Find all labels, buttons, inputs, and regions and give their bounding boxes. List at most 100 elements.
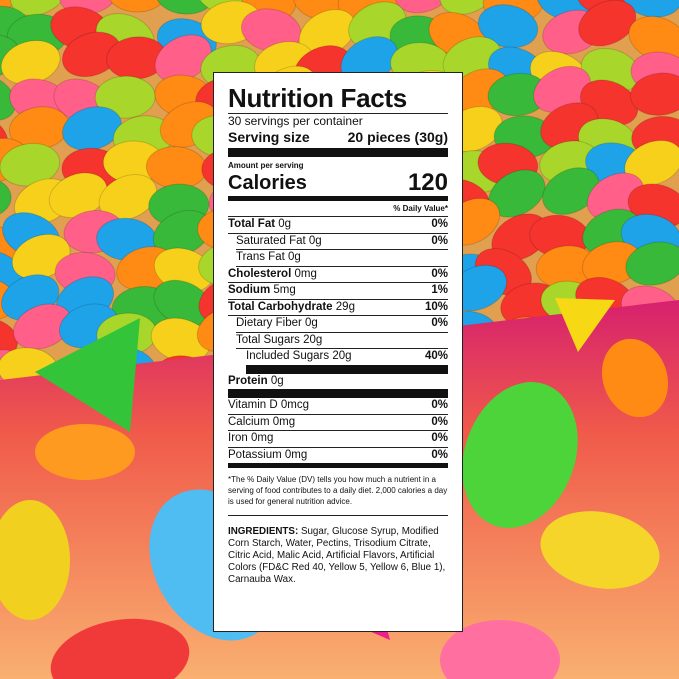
nutrient-name: Total Fat (228, 218, 276, 230)
nutrient-amount: 0g (287, 251, 301, 263)
jelly-bean (440, 620, 560, 679)
serving-size-value: 20 pieces (30g) (347, 129, 448, 145)
jelly-bean (11, 233, 71, 280)
nutrient-row: Dietary Fiber 0g 0% (236, 316, 448, 333)
nutrient-name: Total Sugars (236, 333, 300, 346)
nutrient-row: Total Fat 0g 0% (228, 217, 448, 234)
jelly-bean (477, 4, 539, 49)
nutrient: Potassium 0mg (228, 448, 307, 464)
nutrient-name: Total Carbohydrate (228, 300, 333, 313)
dv-header: % Daily Value* (228, 201, 448, 217)
nutrient-amount: 0mcg (280, 399, 309, 411)
nutrient-amount: 0g (305, 317, 318, 329)
yellow-triangle (555, 298, 615, 352)
nutrient: Total Fat 0g (228, 217, 291, 233)
jelly-bean (50, 618, 190, 679)
nutrient-amount: 0mg (284, 448, 308, 461)
nutrient-row: Protein 0g (228, 374, 448, 398)
jelly-bean (542, 167, 600, 215)
jelly-bean (0, 317, 19, 361)
green-triangle (35, 318, 140, 432)
nutrient: Calcium 0mg (228, 415, 295, 431)
jelly-bean (625, 241, 679, 286)
daily-value: 0% (431, 448, 448, 461)
nutrient-amount: 0g (308, 234, 322, 247)
nutrient-name: Potassium (228, 448, 282, 461)
nutrient-row: Included Sugars 20g 40% (246, 349, 448, 374)
nutrient-amount: 0g (278, 218, 292, 230)
nutrient-name: Calcium (228, 415, 270, 428)
jelly-bean (630, 72, 679, 116)
calories: Calories 120 (228, 170, 448, 201)
nutrient: Sodium 5mg (228, 283, 296, 299)
daily-value: 0% (431, 218, 448, 230)
nutrient: Included Sugars 20g (246, 349, 352, 365)
nutrient-row: Saturated Fat 0g 0% (236, 234, 448, 250)
jelly-beans-front (0, 338, 669, 679)
nutrient-amount: 0g (270, 374, 284, 387)
nutrient-name: Sodium (228, 284, 271, 296)
ingredients-label: INGREDIENTS: (228, 526, 299, 537)
daily-value: 40% (424, 350, 448, 362)
nutrient: Iron 0mg (228, 431, 273, 447)
nutrient: Cholesterol 0mg (228, 267, 317, 283)
nutrient-name: Dietary Fiber (236, 317, 302, 329)
jelly-bean (394, 0, 454, 14)
servings: 30 servings per container (228, 114, 363, 128)
daily-value: 0% (431, 399, 448, 411)
nutrient-name: Included Sugars (246, 350, 330, 362)
jelly-bean (439, 0, 498, 15)
jelly-bean (9, 0, 69, 17)
nutrient: Total Sugars 20g (236, 333, 322, 349)
nutrient-row: Total Carbohydrate 29g 10% (228, 300, 448, 316)
jelly-bean (621, 0, 679, 18)
jelly-bean (154, 34, 212, 83)
vitamin-row: Iron 0mg 0% (228, 431, 448, 448)
vitamin-row: Potassium 0mg 0% (228, 448, 448, 468)
ingredients: INGREDIENTS: Sugar, Glucose Syrup, Modif… (228, 526, 448, 586)
daily-value: 1% (431, 284, 448, 296)
title: Nutrition Facts (228, 83, 448, 114)
ingredients-text: Sugar, Glucose Syrup, Modified Corn Star… (228, 526, 446, 585)
nutrient-amount: 20g (332, 350, 352, 362)
daily-value: 0% (431, 234, 448, 247)
footnote: *The % Daily Value (DV) tells you how mu… (228, 474, 448, 516)
nutrient-name: Cholesterol (228, 267, 292, 280)
jelly-bean (540, 511, 660, 589)
vitamin-row: Vitamin D 0mcg 0% (228, 398, 448, 415)
jelly-bean (106, 0, 168, 13)
daily-value: 0% (431, 317, 448, 329)
serving-size-label: Serving size (228, 129, 310, 145)
daily-value: 0% (431, 432, 448, 444)
jelly-bean (601, 338, 669, 418)
calories-label: Calories (228, 172, 307, 194)
nutrient: Protein 0g (228, 374, 284, 390)
nutrient-amount: 5mg (273, 284, 296, 296)
nutrient-name: Saturated Fat (236, 234, 306, 247)
jelly-bean (578, 0, 637, 47)
nutrient-name: Trans Fat (236, 251, 285, 263)
jelly-bean (62, 106, 122, 151)
nutrient-amount: 0mg (272, 415, 296, 428)
nutrient-row: Sodium 5mg 1% (228, 283, 448, 300)
jelly-bean (462, 382, 578, 528)
nutrient-name: Iron (228, 432, 248, 444)
nutrient: Saturated Fat 0g (236, 234, 322, 250)
nutrient-amount: 0mg (251, 432, 274, 444)
nutrient: Trans Fat 0g (236, 250, 301, 266)
nutrient-amount: 29g (335, 300, 355, 313)
amount-per-serving: Amount per serving (228, 161, 304, 170)
nutrient-row: Total Sugars 20g (236, 333, 448, 349)
jelly-bean (98, 174, 158, 221)
daily-value: 10% (424, 300, 448, 313)
nutrient: Total Carbohydrate 29g (228, 300, 355, 316)
jelly-bean (35, 424, 135, 480)
nutrient-amount: 20g (303, 333, 323, 346)
nutrient: Dietary Fiber 0g (236, 316, 318, 332)
nutrient: Vitamin D 0mcg (228, 398, 309, 414)
daily-value: 0% (431, 267, 448, 280)
nutrient-amount: 0mg (294, 267, 317, 280)
serving-size: Serving size 20 pieces (30g) (228, 129, 448, 157)
